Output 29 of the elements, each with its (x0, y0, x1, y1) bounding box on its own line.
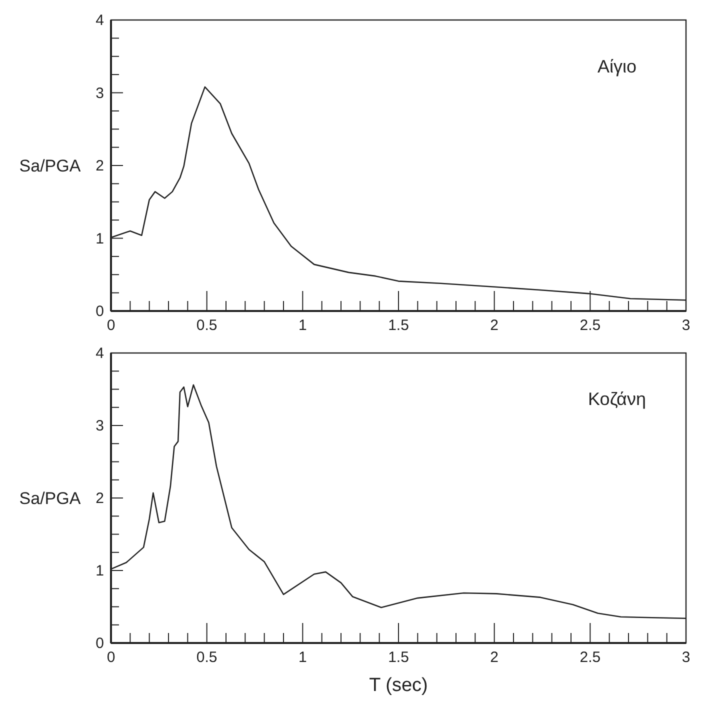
y-tick-label: 4 (96, 12, 104, 29)
x-tick-label: 2 (490, 317, 499, 334)
y-tick-label: 0 (96, 635, 104, 652)
x-tick-label: 2 (490, 649, 499, 666)
x-tick-label: 0 (106, 649, 116, 666)
x-tick-label: 1 (298, 317, 307, 334)
y-tick-label: 2 (96, 158, 104, 174)
annotation: Κοζάνη (588, 389, 646, 410)
y-tick-label: 3 (96, 418, 104, 434)
x-tick-label: 3 (682, 649, 690, 666)
y-tick-label: 0 (96, 303, 104, 320)
y-tick-label: 3 (96, 84, 104, 102)
y-tick-label: 2 (96, 490, 104, 507)
y-axis-title: Sa/PGA (19, 156, 82, 176)
y-tick-label: 1 (96, 562, 104, 580)
y-tick-label: 4 (96, 345, 104, 362)
x-tick-label: 1 (298, 649, 307, 666)
x-tick-label: 0.5 (196, 317, 218, 334)
x-axis-title: T (sec) (369, 675, 428, 696)
y-tick-label: 1 (96, 230, 104, 248)
x-tick-label: 2.5 (580, 317, 601, 334)
x-tick-label: 1.5 (388, 649, 409, 666)
y-axis-title: Sa/PGA (19, 489, 82, 508)
x-tick-label: 1.5 (388, 317, 409, 334)
x-tick-label: 0 (106, 317, 116, 334)
x-tick-label: 3 (682, 317, 690, 334)
x-tick-label: 0.5 (196, 649, 218, 666)
annotation: Αίγιο (597, 56, 637, 76)
x-tick-label: 2.5 (580, 649, 601, 666)
